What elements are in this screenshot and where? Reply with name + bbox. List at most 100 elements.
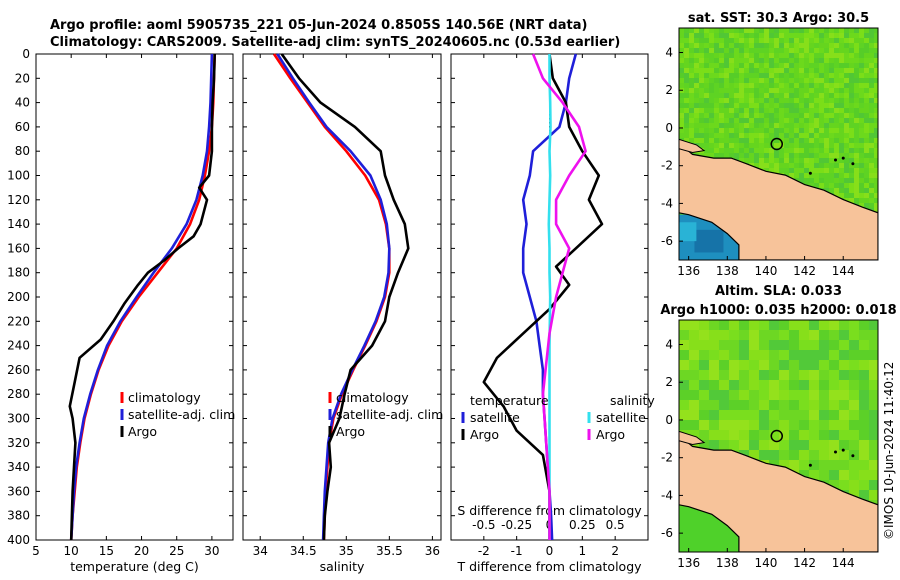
field-cell	[714, 108, 719, 113]
legend-label: satellite-adj. clim	[336, 407, 443, 422]
field-cell	[799, 320, 809, 330]
field-cell	[704, 138, 709, 143]
field-cell	[839, 380, 849, 390]
field-cell	[684, 123, 689, 128]
field-cell	[859, 370, 869, 380]
field-cell	[729, 320, 739, 330]
field-cell	[844, 148, 849, 153]
field-cell	[759, 153, 764, 158]
field-cell	[794, 143, 799, 148]
field-cell	[679, 123, 684, 128]
field-cell	[834, 103, 839, 108]
field-cell	[799, 430, 809, 440]
field-cell	[739, 400, 749, 410]
field-cell	[859, 380, 869, 390]
field-cell	[804, 123, 809, 128]
field-cell	[844, 58, 849, 63]
field-cell	[864, 123, 869, 128]
field-cell	[739, 68, 744, 73]
field-cell	[769, 98, 774, 103]
field-cell	[729, 380, 739, 390]
field-cell	[849, 68, 854, 73]
field-cell	[829, 178, 834, 183]
field-cell	[764, 43, 769, 48]
field-cell	[844, 138, 849, 143]
field-cell	[794, 133, 799, 138]
field-cell	[729, 143, 734, 148]
field-cell	[804, 83, 809, 88]
field-cell	[864, 93, 869, 98]
field-cell	[859, 183, 864, 188]
field-cell	[734, 123, 739, 128]
field-cell	[784, 113, 789, 118]
field-cell	[699, 380, 709, 390]
field-cell	[824, 118, 829, 123]
field-cell	[814, 173, 819, 178]
field-cell	[849, 48, 854, 53]
field-cell	[759, 370, 769, 380]
field-cell	[714, 63, 719, 68]
field-cell	[739, 38, 744, 43]
field-cell	[849, 340, 859, 350]
field-cell	[719, 440, 729, 450]
field-cell	[764, 33, 769, 38]
field-cell	[759, 128, 764, 133]
field-cell	[789, 390, 799, 400]
field-cell	[729, 73, 734, 78]
field-cell	[814, 133, 819, 138]
land-island	[833, 450, 837, 454]
field-cell	[719, 118, 724, 123]
field-cell	[744, 98, 749, 103]
field-cell	[809, 173, 814, 178]
field-cell	[839, 188, 844, 193]
field-cell	[824, 158, 829, 163]
field-cell	[719, 58, 724, 63]
field-cell	[744, 63, 749, 68]
field-cell	[834, 153, 839, 158]
field-cell	[784, 148, 789, 153]
field-cell	[754, 48, 759, 53]
field-cell	[789, 400, 799, 410]
field-cell	[829, 33, 834, 38]
x-tick-label: 36	[425, 544, 440, 558]
field-cell	[779, 123, 784, 128]
field-cell	[699, 440, 709, 450]
field-cell	[794, 148, 799, 153]
field-cell	[834, 58, 839, 63]
field-cell	[819, 183, 824, 188]
sst_map-title: sat. SST: 30.3 Argo: 30.5	[688, 11, 869, 26]
field-cell	[869, 490, 878, 500]
field-cell	[844, 78, 849, 83]
field-cell	[814, 123, 819, 128]
field-cell	[699, 68, 704, 73]
field-cell	[709, 370, 719, 380]
field-cell	[724, 73, 729, 78]
field-cell	[714, 128, 719, 133]
field-cell	[829, 93, 834, 98]
field-cell	[679, 410, 689, 420]
field-cell	[719, 98, 724, 103]
field-cell	[799, 440, 809, 450]
field-cell	[764, 73, 769, 78]
field-cell	[739, 83, 744, 88]
x-tick-label: 138	[716, 264, 739, 278]
field-cell	[839, 128, 844, 133]
field-cell	[789, 360, 799, 370]
field-cell	[844, 183, 849, 188]
field-cell	[819, 138, 824, 143]
field-cell	[789, 128, 794, 133]
field-cell	[694, 28, 699, 33]
field-cell	[719, 133, 724, 138]
field-cell	[779, 98, 784, 103]
field-cell	[739, 48, 744, 53]
field-cell	[819, 178, 824, 183]
field-cell	[699, 370, 709, 380]
field-cell	[869, 53, 874, 58]
field-cell	[694, 63, 699, 68]
y-tick-label: 320	[7, 436, 30, 450]
field-cell	[789, 43, 794, 48]
land-new-guinea	[679, 142, 878, 260]
field-cell	[769, 33, 774, 38]
field-cell	[779, 400, 789, 410]
field-cell	[779, 78, 784, 83]
